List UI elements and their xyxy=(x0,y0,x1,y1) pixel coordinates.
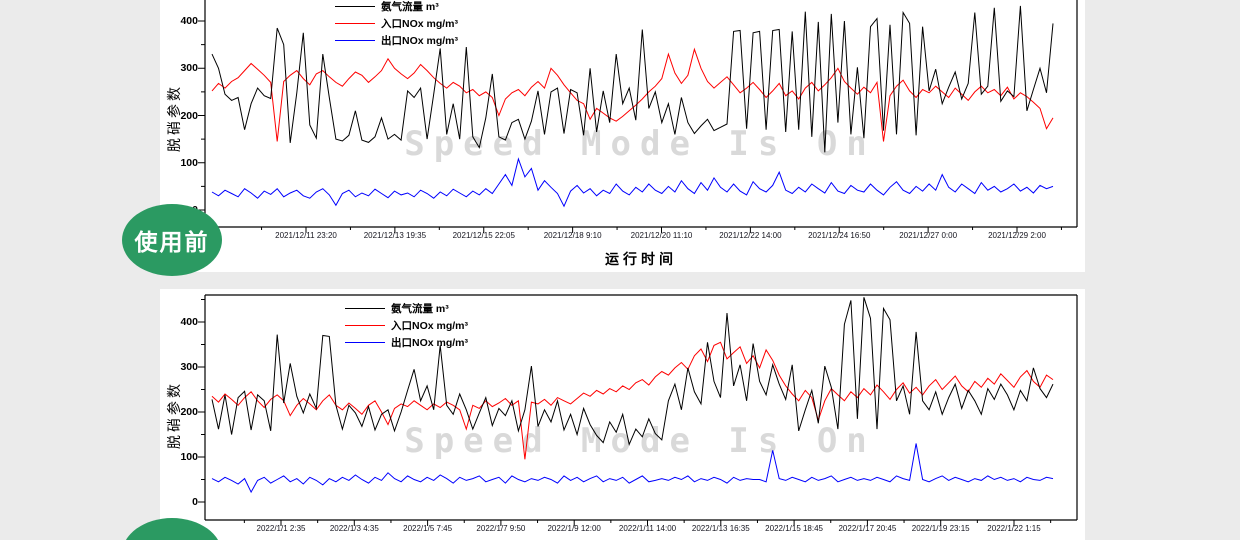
x-tick-label: 2021/12/22 14:00 xyxy=(719,231,782,240)
plot-area xyxy=(198,294,1078,526)
x-tick-label: 2021/12/29 2:00 xyxy=(988,231,1046,240)
y-tick-label: 100 xyxy=(180,156,198,169)
x-tick-label: 2022/1/17 20:45 xyxy=(838,524,897,533)
legend-label: 入口NOx mg/m³ xyxy=(391,320,469,332)
series-line-0 xyxy=(211,5,1054,153)
y-tick-label: 200 xyxy=(180,109,198,122)
x-tick-label: 2022/1/13 16:35 xyxy=(691,524,750,533)
series-line-0 xyxy=(211,297,1054,447)
x-tick-label: 2022/1/22 1:15 xyxy=(987,524,1041,533)
x-tick-label: 2022/1/19 23:15 xyxy=(911,524,970,533)
x-tick-label: 2022/1/5 7:45 xyxy=(403,524,453,533)
x-tick-label: 2021/12/15 22:05 xyxy=(452,231,515,240)
badge-label: 使用前 xyxy=(134,229,210,255)
series-line-2 xyxy=(211,443,1054,494)
legend-label: 出口NOx mg/m³ xyxy=(381,35,459,47)
x-tick-label: 2021/12/20 11:10 xyxy=(630,231,693,240)
x-tick-label: 2022/1/3 4:35 xyxy=(329,524,379,533)
legend-entry-ammonia-flow: 氨气流量 m³ xyxy=(345,300,468,317)
legend: 氨气流量 m³ 入口NOx mg/m³ 出口NOx mg/m³ xyxy=(335,0,458,49)
legend-label: 入口NOx mg/m³ xyxy=(381,18,459,30)
line-swatch-blue xyxy=(335,40,375,41)
y-tick-label: 400 xyxy=(180,15,198,27)
watermark-text: Speed Mode Is On xyxy=(404,124,876,164)
badge-before-use: 使用前 xyxy=(122,204,222,276)
x-tick-label: 2022/1/9 12:00 xyxy=(547,524,601,533)
x-tick-label: 2021/12/18 9:10 xyxy=(543,231,602,240)
x-tick-label: 2022/1/11 14:00 xyxy=(618,524,677,533)
line-swatch-red xyxy=(345,325,385,326)
line-swatch-black xyxy=(335,6,375,7)
legend-entry-inlet-nox: 入口NOx mg/m³ xyxy=(335,15,458,32)
legend: 氨气流量 m³ 入口NOx mg/m³ 出口NOx mg/m³ xyxy=(345,300,468,351)
y-tick-label: 200 xyxy=(180,406,198,418)
legend-label: 出口NOx mg/m³ xyxy=(391,337,469,349)
legend-entry-ammonia-flow: 氨气流量 m³ xyxy=(335,0,458,15)
y-tick-label: 400 xyxy=(180,316,198,328)
chart-panel-before: Speed Mode Is On 脱硝参数 运行时间 氨气流量 m³ 入口NOx… xyxy=(160,0,1085,272)
line-swatch-blue xyxy=(345,342,385,343)
legend-entry-inlet-nox: 入口NOx mg/m³ xyxy=(345,317,468,334)
y-tick-label: 100 xyxy=(180,451,198,463)
line-swatch-red xyxy=(335,23,375,24)
watermark-text: Speed Mode Is On xyxy=(404,421,876,461)
y-tick-label: 0 xyxy=(192,496,198,508)
series-line-1 xyxy=(211,47,1054,142)
legend-label: 氨气流量 m³ xyxy=(381,1,439,13)
series-line-1 xyxy=(211,341,1054,460)
legend-label: 氨气流量 m³ xyxy=(391,303,449,315)
plot-area xyxy=(198,0,1078,233)
x-tick-label: 2021/12/27 0:00 xyxy=(899,231,958,240)
line-swatch-black xyxy=(345,308,385,309)
legend-entry-outlet-nox: 出口NOx mg/m³ xyxy=(345,334,468,351)
badge-bottom-partial xyxy=(122,518,222,540)
series-line-2 xyxy=(211,157,1054,208)
x-tick-label: 2022/1/15 18:45 xyxy=(765,524,824,533)
x-tick-label: 2021/12/11 23:20 xyxy=(275,231,337,240)
x-tick-label: 2021/12/24 16:50 xyxy=(808,231,871,240)
legend-entry-outlet-nox: 出口NOx mg/m³ xyxy=(335,32,458,49)
x-axis-title: 运行时间 xyxy=(605,253,677,268)
y-tick-label: 300 xyxy=(180,361,198,373)
y-tick-label: 300 xyxy=(180,62,198,75)
x-tick-label: 2022/1/1 2:35 xyxy=(256,524,306,533)
x-tick-label: 2022/1/7 9:50 xyxy=(476,524,526,533)
x-tick-label: 2021/12/13 19:35 xyxy=(363,231,427,240)
chart-panel-after: Speed Mode Is On 脱硝参数 氨气流量 m³ 入口NOx mg/m… xyxy=(160,289,1085,540)
